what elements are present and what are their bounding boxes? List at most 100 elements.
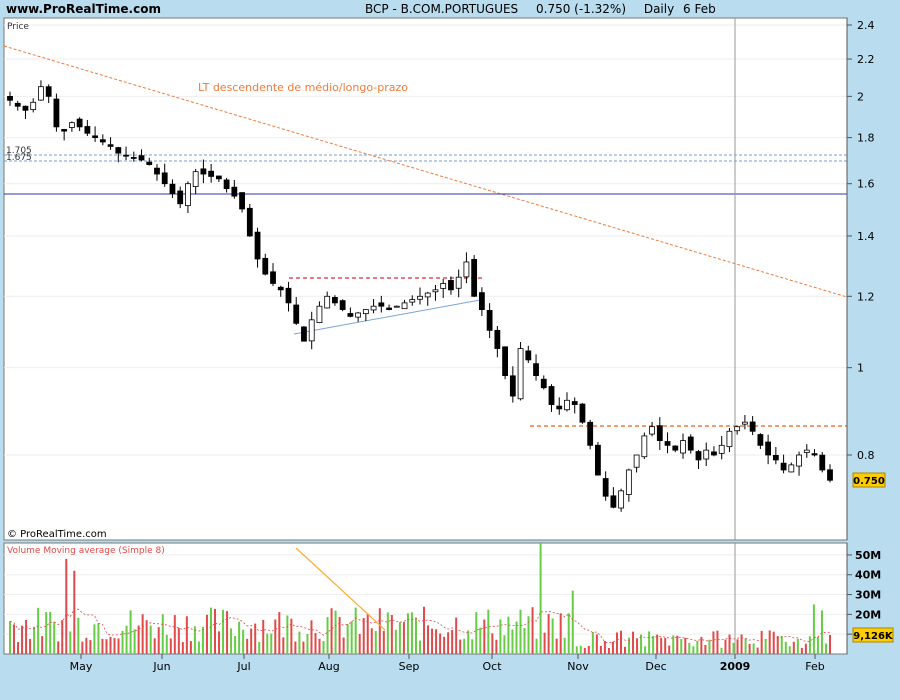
candle-body — [30, 101, 37, 111]
price-tick-label: 0.8 — [857, 449, 875, 462]
candle-body — [14, 102, 21, 107]
candle-body — [641, 435, 648, 458]
chart-title: BCP - B.COM.PORTUGUES 0.750 (-1.32%) Dai… — [365, 2, 716, 16]
volume-bar — [61, 620, 64, 654]
candles — [7, 80, 833, 512]
last-price-badge-label: 0.750 — [853, 476, 885, 487]
volume-bar — [354, 607, 357, 654]
volume-bar — [37, 607, 40, 654]
candle-body — [803, 449, 810, 453]
volume-bar — [784, 641, 787, 654]
candle-body — [347, 313, 354, 317]
candle-body — [664, 441, 671, 446]
candle-body — [45, 86, 52, 97]
candle-body — [780, 462, 787, 471]
volume-bar — [338, 616, 341, 654]
candle-body — [757, 434, 764, 446]
volume-bar — [334, 610, 337, 654]
volume-bar — [756, 647, 759, 654]
time-tick-label: 2009 — [720, 660, 751, 673]
volume-bar — [109, 636, 112, 654]
volume-bar — [555, 638, 558, 654]
candle-body — [370, 305, 377, 311]
volume-bar — [780, 635, 783, 654]
volume-bar — [386, 612, 389, 654]
volume-tick-label: 50M — [855, 549, 881, 562]
volume-bar — [81, 641, 84, 654]
volume-bar — [700, 636, 703, 654]
volume-bar — [254, 623, 257, 654]
volume-bar — [652, 635, 655, 654]
volume-bar — [467, 630, 470, 654]
volume-bar — [205, 614, 208, 654]
volume-bar — [455, 617, 458, 654]
volume-bar — [531, 607, 534, 654]
volume-bar — [209, 607, 212, 654]
volume-bar — [483, 619, 486, 654]
volume-bar — [149, 625, 152, 654]
volume-bar — [161, 614, 164, 654]
candle-body — [308, 319, 315, 342]
volume-bar — [129, 610, 132, 654]
volume-bar — [595, 634, 598, 654]
volume-bar — [636, 638, 639, 654]
candle-body — [401, 302, 408, 310]
volume-bar — [189, 641, 192, 654]
candle-body — [185, 183, 191, 207]
volume-bar — [551, 618, 554, 654]
volume-bar — [274, 619, 277, 654]
price-tick-label: 1.8 — [857, 132, 875, 145]
candle-body — [355, 312, 362, 318]
volume-bar — [527, 616, 530, 654]
volume-bar — [406, 613, 409, 654]
volume-bar — [137, 625, 140, 654]
candle-body — [726, 430, 733, 448]
candle-body — [463, 261, 470, 278]
volume-bar — [238, 621, 241, 654]
candle-body — [84, 126, 91, 134]
volume-bar — [648, 631, 651, 654]
site-name[interactable]: www.ProRealTime.com — [6, 2, 161, 16]
volume-bar — [398, 622, 401, 654]
volume-bar — [491, 633, 494, 654]
volume-bar — [471, 639, 474, 654]
volume-bar — [242, 629, 245, 654]
candle-body — [239, 192, 245, 210]
candle-body — [734, 426, 741, 432]
candle-body — [332, 297, 338, 304]
volume-bar — [732, 642, 735, 654]
candle-body — [517, 348, 524, 400]
volume-bar — [222, 609, 225, 654]
volume-panel[interactable] — [3, 542, 848, 655]
candle-body — [556, 405, 563, 410]
candle-body — [618, 490, 625, 509]
long-term-trendline — [3, 45, 848, 298]
volume-bar — [607, 647, 610, 654]
candle-body — [200, 168, 207, 175]
volume-bar — [121, 630, 124, 654]
volume-bar — [358, 633, 361, 654]
volume-bar — [728, 634, 731, 654]
candle-body — [819, 454, 826, 471]
volume-bar — [716, 630, 719, 654]
volume-bar — [177, 627, 180, 654]
volume-bar — [342, 637, 345, 654]
volume-bar — [712, 631, 715, 654]
volume-bar — [282, 637, 285, 654]
volume-bar — [511, 629, 514, 654]
volume-bar — [820, 610, 823, 654]
volume-bar — [829, 634, 831, 654]
candle-body — [424, 292, 431, 298]
price-tick-label: 2.2 — [857, 53, 875, 66]
candle-body — [393, 305, 400, 308]
volume-bar — [688, 642, 691, 654]
volume-bar — [515, 621, 518, 654]
volume-bar — [57, 641, 60, 654]
volume-bar — [85, 637, 88, 654]
volume-bar — [487, 609, 490, 654]
candle-body — [672, 445, 679, 451]
volume-bar — [575, 646, 578, 654]
candle-body — [765, 441, 772, 456]
volume-bar — [262, 619, 265, 654]
price-tick-label: 2.4 — [857, 19, 875, 32]
